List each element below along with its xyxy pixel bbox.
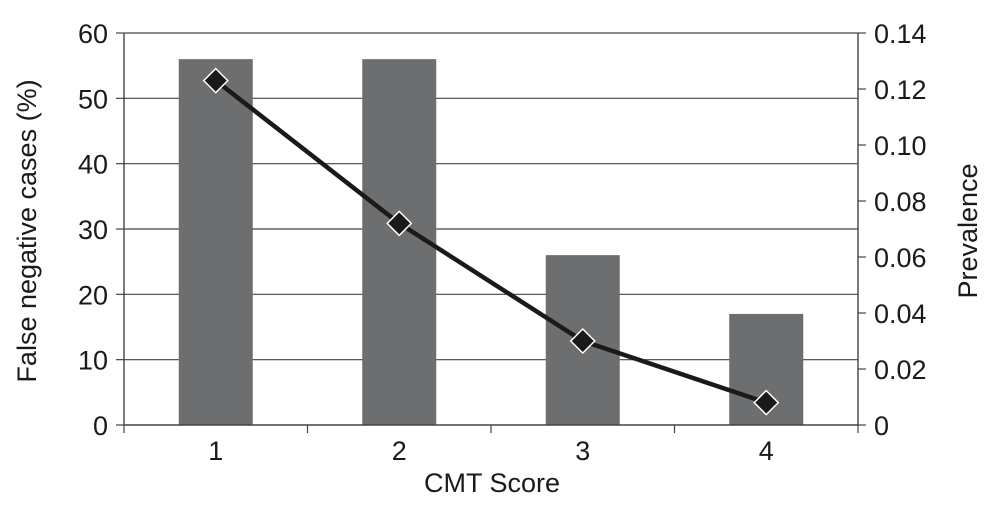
prevalence-series [202,67,780,416]
y-tick-label: 10 [78,346,108,376]
y-tick-label: 30 [78,215,108,245]
x-axis-title: CMT Score [424,468,560,498]
x-tick-label: 2 [392,436,407,466]
prevalence-point [569,327,596,355]
y-tick-label: 20 [78,280,108,310]
x-tick-label: 4 [759,436,774,466]
y2-tick-label: 0.08 [874,187,927,217]
y-axis-title: False negative cases (%) [12,79,42,382]
y-tick-label: 40 [78,150,108,180]
y-tick-label: 0 [93,411,108,441]
tick-labels: 0 10 20 30 40 50 60 0 0.02 0.04 0.06 0.08 0.10 0.12 0.… [78,19,927,466]
y-tick-label: 50 [78,84,108,114]
x-tick-label: 3 [575,436,590,466]
y2-tick-label: 0.10 [874,131,927,161]
prevalence-point [202,67,229,94]
x-tick-label: 1 [208,436,223,466]
y2-tick-label: 0.06 [874,243,927,273]
prevalence-point [386,210,413,237]
y2-tick-label: 0 [874,411,889,441]
prevalence-point [753,389,780,416]
prevalence-line [214,78,767,405]
y2-axis-title: Prevalence [953,163,983,298]
y2-tick-label: 0.02 [874,355,927,385]
axes [116,32,866,433]
y2-tick-label: 0.04 [874,299,927,329]
y-tick-label: 60 [78,19,108,49]
y2-tick-label: 0.14 [874,19,927,49]
bar [362,59,437,426]
y2-tick-label: 0.12 [874,75,927,105]
bar [178,59,253,426]
bar-series [178,59,804,426]
